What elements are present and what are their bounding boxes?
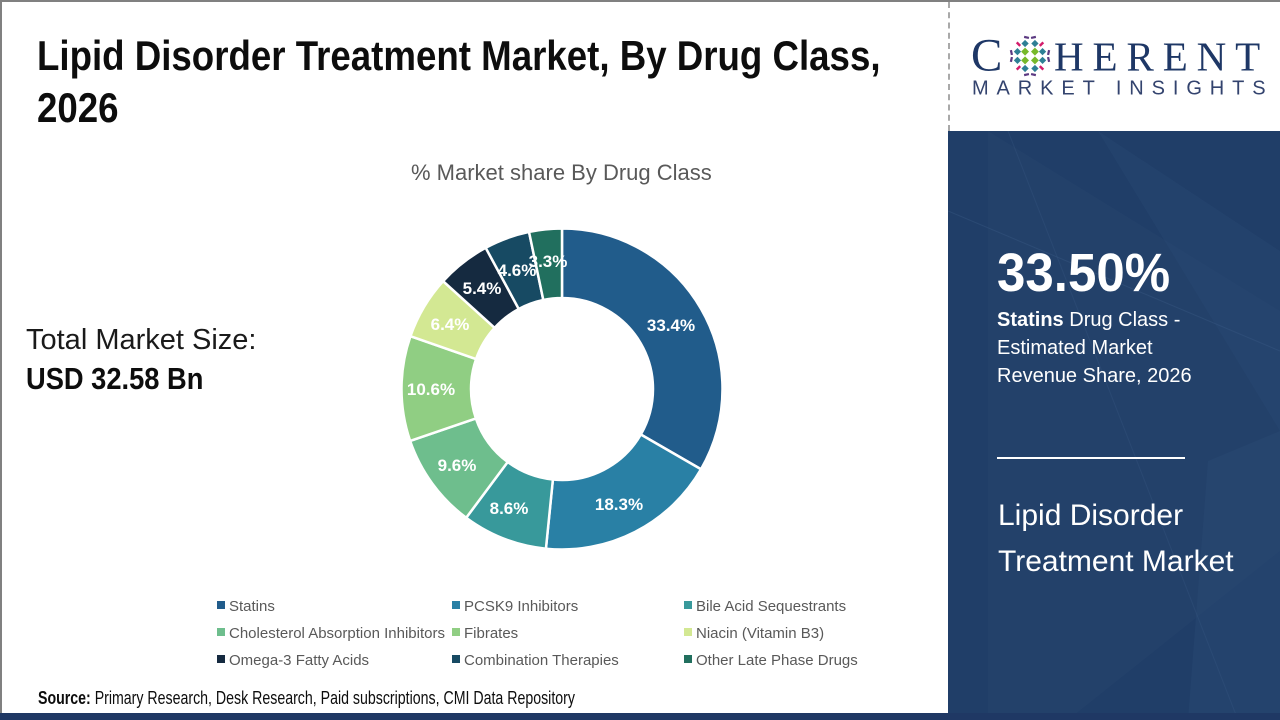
svg-text:HERENT: HERENT xyxy=(1054,34,1269,80)
svg-text:C: C xyxy=(971,30,1002,82)
svg-text:MARKET INSIGHTS: MARKET INSIGHTS xyxy=(972,78,1274,100)
